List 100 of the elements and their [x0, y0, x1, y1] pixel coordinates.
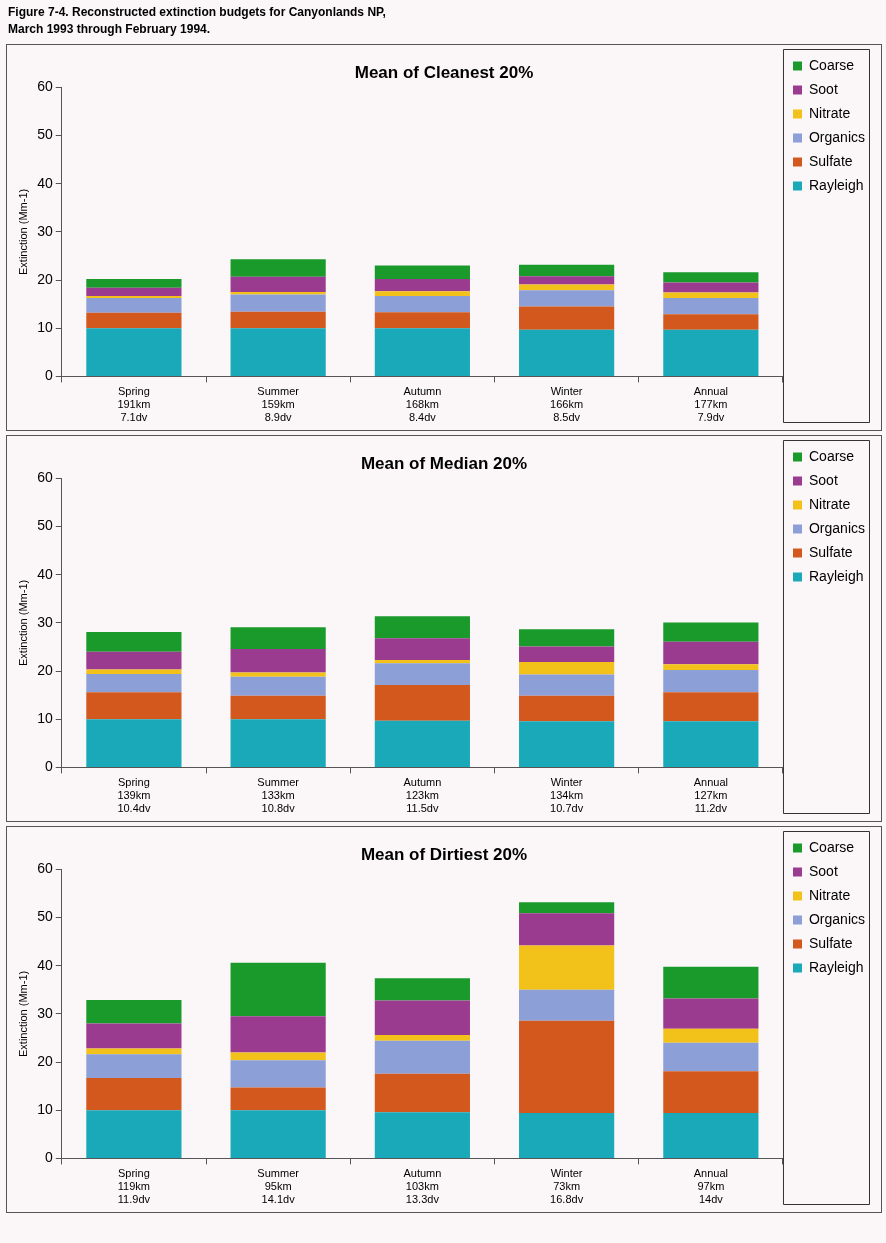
bar [86, 279, 182, 288]
legend-label: Organics [808, 519, 866, 536]
bar [374, 1000, 470, 1036]
y-tick-label: 40 [37, 956, 53, 973]
bar [230, 1052, 326, 1061]
x-tick-label: Spring 139km 10.4dv [117, 776, 151, 815]
y-tick-label: 10 [37, 710, 53, 727]
bar [230, 1087, 326, 1111]
legend-label: Soot [808, 80, 838, 97]
bar [86, 1077, 182, 1111]
y-tick-label: 10 [37, 1101, 53, 1118]
x-tick-label: Summer 95km 14.1dv [257, 1167, 300, 1206]
bar [230, 672, 326, 677]
bar [519, 306, 615, 330]
bar [519, 290, 615, 307]
y-tick-label: 20 [37, 270, 53, 287]
y-tick-label: 50 [37, 517, 53, 534]
bar [86, 297, 182, 313]
y-tick-label: 30 [37, 1004, 53, 1021]
legend-label: Nitrate [808, 495, 851, 512]
y-axis-title: Extinction (Mm-1) [16, 579, 29, 666]
bar [519, 646, 615, 662]
legend-label: Organics [808, 128, 866, 145]
y-tick-label: 50 [37, 908, 53, 925]
legend-label: Soot [808, 862, 838, 879]
bar [230, 627, 326, 649]
legend-label: Rayleigh [808, 958, 864, 975]
legend-label: Rayleigh [808, 567, 864, 584]
bar [519, 1113, 615, 1158]
x-tick-label: Annual 177km 7.9dv [693, 385, 728, 424]
bar [519, 661, 615, 675]
bar [519, 629, 615, 647]
y-tick-label: 60 [37, 860, 53, 877]
legend-label: Coarse [808, 447, 855, 464]
bar [86, 312, 182, 329]
bar [519, 989, 615, 1021]
bar [374, 1112, 470, 1158]
y-tick-label: 40 [37, 174, 53, 191]
bar [230, 648, 326, 673]
bar [230, 1016, 326, 1053]
bar [86, 287, 182, 296]
y-tick-label: 0 [44, 367, 53, 384]
bar [519, 284, 615, 291]
bar [374, 312, 470, 329]
bar [230, 328, 326, 376]
bar [374, 663, 470, 686]
bar [86, 1023, 182, 1049]
bar [519, 1020, 615, 1114]
bar [86, 1110, 182, 1158]
bar [374, 328, 470, 376]
bar [230, 962, 326, 1017]
x-tick-label: Winter 166km 8.5dv [550, 385, 584, 424]
x-tick-label: Autumn 103km 13.3dv [403, 1167, 442, 1206]
bar [519, 721, 615, 767]
bar [86, 1054, 182, 1078]
bar [230, 294, 326, 312]
bar [519, 945, 615, 990]
bar [230, 719, 326, 767]
bar [230, 259, 326, 277]
bar [230, 292, 326, 295]
bar [86, 692, 182, 720]
bar [519, 913, 615, 946]
bar [663, 1071, 759, 1114]
x-tick-label: Annual 127km 11.2dv [693, 776, 728, 815]
chart-title: Mean of Median 20% [360, 453, 528, 473]
bar [230, 276, 326, 293]
bar [86, 719, 182, 767]
legend-label: Sulfate [808, 543, 853, 560]
bar [519, 695, 615, 722]
y-axis-title: Extinction (Mm-1) [16, 970, 29, 1057]
bar [86, 669, 182, 674]
bar [374, 279, 470, 292]
y-tick-label: 50 [37, 126, 53, 143]
x-tick-label: Autumn 123km 11.5dv [403, 776, 442, 815]
caption: Figure 7-4. Reconstructed extinction budgets for Canyonlands NP, March 1993 through February 1994. [7, 4, 387, 38]
bar [519, 276, 615, 285]
y-tick-label: 60 [37, 469, 53, 486]
bar [86, 328, 182, 376]
bar [230, 1060, 326, 1088]
x-tick-label: Autumn 168km 8.4dv [403, 385, 442, 424]
bar [519, 329, 615, 376]
legend-label: Soot [808, 471, 838, 488]
bar [374, 291, 470, 296]
legend-label: Nitrate [808, 886, 851, 903]
bar [230, 676, 326, 696]
x-tick-label: Winter 73km 16.8dv [550, 1167, 584, 1206]
bar [663, 966, 759, 999]
bar [663, 282, 759, 293]
y-tick-label: 20 [37, 661, 53, 678]
bar [663, 692, 759, 722]
bar [230, 311, 326, 329]
bar [374, 1035, 470, 1041]
bar [374, 1040, 470, 1074]
x-tick-label: Annual 97km 14dv [693, 1167, 728, 1206]
legend-label: Coarse [808, 56, 855, 73]
bar [663, 998, 759, 1029]
bar [86, 632, 182, 652]
bar [374, 265, 470, 280]
bar [519, 264, 615, 277]
bar [663, 297, 759, 315]
